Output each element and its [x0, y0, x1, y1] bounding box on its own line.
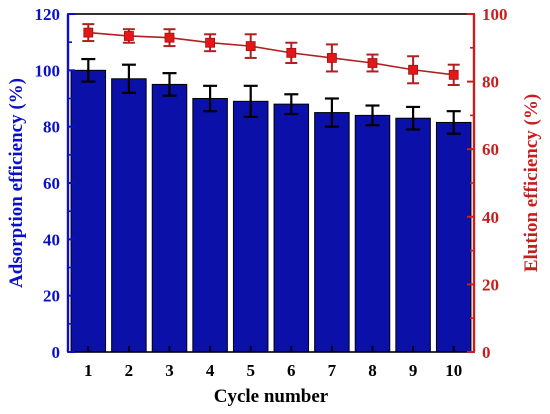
x-tick-label: 1: [84, 361, 93, 380]
elution-point: [205, 37, 216, 48]
adsorption-error-bar: [406, 105, 421, 131]
bar-error-bars: [81, 57, 461, 135]
left-tick-label: 100: [35, 61, 61, 80]
adsorption-error-bar: [243, 84, 258, 118]
x-tick-label: 6: [287, 361, 296, 380]
right-tick-label: 40: [482, 208, 499, 227]
right-tick-label: 0: [482, 343, 491, 362]
left-tick-label: 20: [43, 287, 60, 306]
left-tick-label: 60: [43, 174, 60, 193]
right-tick-label: 20: [482, 275, 499, 294]
adsorption-bar: [354, 114, 391, 353]
elution-point: [326, 53, 337, 63]
elution-markers: [83, 27, 459, 80]
elution-point: [124, 31, 134, 41]
x-tick-label: 2: [125, 361, 134, 380]
adsorption-bar: [273, 103, 310, 353]
adsorption-bar: [151, 83, 188, 353]
x-tick-label: 4: [206, 361, 215, 380]
elution-point: [286, 47, 297, 58]
adsorption-error-bar: [203, 84, 218, 113]
adsorption-error-bar: [162, 72, 177, 97]
adsorption-bar: [435, 121, 472, 353]
adsorption-bar: [111, 78, 147, 353]
adsorption-bar: [314, 112, 350, 353]
x-tick-label: 8: [368, 361, 377, 380]
left-tick-label: 80: [43, 118, 60, 137]
x-tick-label: 5: [246, 361, 255, 380]
adsorption-bar: [395, 117, 431, 353]
adsorption-error-bar: [324, 97, 339, 128]
x-axis-ticks: 1 2 3 4 5 6 7 8 9 10: [84, 346, 462, 380]
adsorption-bar: [232, 100, 269, 353]
elution-line-layer: [88, 31, 454, 76]
adsorption-error-bar: [121, 63, 136, 94]
elution-point: [164, 32, 175, 43]
left-tick-label: 40: [43, 230, 60, 249]
right-axis-ticks: 0 20 40 60 80 100: [467, 5, 508, 362]
left-axis-label: Adsorption efficiency (%): [6, 78, 27, 288]
left-tick-label: 0: [52, 343, 61, 362]
x-axis-label: Cycle number: [214, 386, 329, 407]
x-tick-label: 7: [328, 361, 337, 380]
right-tick-label: 100: [482, 5, 508, 24]
right-tick-label: 60: [482, 140, 499, 159]
adsorption-bar: [70, 69, 107, 353]
bars-layer: [70, 69, 472, 353]
elution-point: [367, 58, 378, 68]
right-axis-label: Elution efficiency (%): [521, 94, 542, 272]
adsorption-error-bar: [446, 110, 461, 135]
adsorption-error-bar: [284, 93, 299, 116]
adsorption-bar: [192, 98, 228, 353]
x-tick-label: 9: [409, 361, 418, 380]
elution-point: [83, 27, 94, 38]
left-axis-ticks: 0 20 40 60 80 100 120: [35, 5, 75, 362]
elution-error-bars: [82, 23, 460, 86]
adsorption-error-bar: [365, 104, 380, 127]
elution-point: [448, 69, 459, 80]
x-tick-label: 3: [165, 361, 174, 380]
right-tick-label: 80: [482, 73, 499, 92]
adsorption-error-bar: [81, 57, 96, 83]
elution-point: [408, 64, 419, 75]
elution-line: [88, 31, 454, 76]
elution-point: [245, 41, 256, 52]
x-tick-label: 10: [445, 361, 462, 380]
left-tick-label: 120: [35, 5, 61, 24]
